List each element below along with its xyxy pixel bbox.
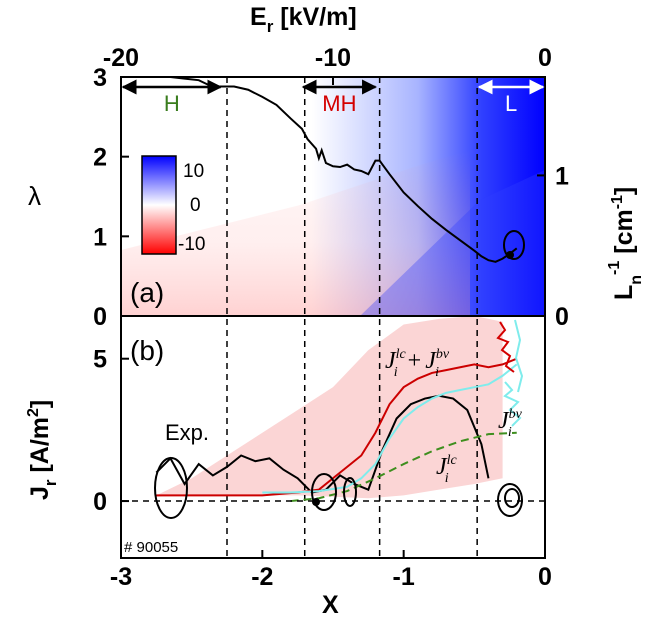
bottom-tick-label: -2 xyxy=(251,563,273,591)
panel-b-band xyxy=(156,316,503,499)
left-axis-title-b-main: J xyxy=(26,486,54,500)
bottom-tick-label: -1 xyxy=(393,563,415,591)
right-tick-label: 0 xyxy=(555,303,569,331)
left-tick-label: 2 xyxy=(93,144,107,172)
top-tick-label: -20 xyxy=(103,44,139,72)
bottom-tick-label: 0 xyxy=(538,563,552,591)
colorbar-tick-label: 0 xyxy=(190,195,201,216)
colorbar-tick-label: -10 xyxy=(178,234,205,255)
right-axis-title-unit-sup: -1 xyxy=(609,195,626,209)
region-label: MH xyxy=(322,91,356,116)
right-axis-title-end: ] xyxy=(610,187,638,195)
right-axis-title-sup: -1 xyxy=(606,261,623,275)
label-sum-b-sub: i xyxy=(435,365,439,380)
left-axis-title-a: λ xyxy=(28,181,41,211)
trajectory-loop-marker xyxy=(503,230,525,260)
left-axis-title-b: Jr [A/m2] xyxy=(25,400,60,500)
right-tick-label: 1 xyxy=(555,162,569,190)
label-sum-a-sub: i xyxy=(394,365,398,380)
left-tick-label: 3 xyxy=(93,64,107,92)
region-arrows: H MH L xyxy=(121,79,545,116)
label-bv-sub: i xyxy=(508,425,512,440)
label-sum-b-sup: bv xyxy=(436,347,450,362)
left-tick-label: 0 xyxy=(93,303,107,331)
series-line xyxy=(290,431,517,503)
label-sum-a: J xyxy=(385,348,397,374)
series-line xyxy=(262,363,518,494)
left-b-tick-label: 0 xyxy=(93,488,107,516)
right-axis-title-main: L xyxy=(610,285,638,300)
label-bv-main: J xyxy=(498,408,510,434)
top-axis-title-unit: [kV/m] xyxy=(273,3,356,31)
bottom-tick-label: -3 xyxy=(110,563,132,591)
panel-b-series xyxy=(155,357,518,503)
panel-b-label: (b) xyxy=(130,335,164,366)
label-lc-sup: lc xyxy=(447,453,458,468)
right-axis-title-unit: [cm xyxy=(610,209,638,260)
top-axis-title-main: E xyxy=(250,3,267,31)
top-tick-label: 0 xyxy=(538,44,552,72)
top-axis-title-sub: r xyxy=(267,17,274,36)
left-tick-label: 1 xyxy=(93,223,107,251)
left-axis-title-b-unit-sup: 2 xyxy=(25,408,42,417)
left-axis-title-b-unit: [A/m xyxy=(26,417,54,480)
series-line xyxy=(156,357,518,497)
label-lc-sub: i xyxy=(445,471,449,486)
top-tick-label: -10 xyxy=(315,44,351,72)
label-sum-b: J xyxy=(425,348,437,374)
left-axis-title-b-sub: r xyxy=(41,479,60,486)
label-lc-main: J xyxy=(436,454,448,480)
red-cyan-fluctuations xyxy=(496,319,524,427)
top-axis-title: Er [kV/m] xyxy=(250,3,357,36)
exp-trace-loops xyxy=(154,457,523,519)
label-sum-a-sup: lc xyxy=(396,347,407,362)
panel-a-label: (a) xyxy=(130,277,164,308)
label-lc: Jlc i xyxy=(436,453,458,486)
label-sum: Jlc i + Jbv i xyxy=(385,347,450,380)
label-exp: Exp. xyxy=(165,420,209,445)
left-axis-title-b-end: ] xyxy=(26,400,54,408)
label-plus: + xyxy=(408,348,422,374)
left-b-tick-label: 5 xyxy=(93,346,107,374)
label-bv-sup: bv xyxy=(509,407,523,422)
colorbar: 10 0 -10 xyxy=(141,155,205,255)
region-label: L xyxy=(505,91,517,116)
right-axis-title: Ln -1 [cm-1] xyxy=(606,187,645,300)
panel-a-heatmap xyxy=(121,77,545,316)
region-vlines xyxy=(226,77,478,558)
region-label: H xyxy=(164,91,180,116)
bottom-axis-title: X xyxy=(322,591,339,619)
colorbar-gradient xyxy=(141,155,177,255)
shot-number: # 90055 xyxy=(124,539,178,556)
right-axis-title-sub: n xyxy=(628,275,645,285)
panel-a-trajectory xyxy=(170,77,518,263)
label-bv: Jbv i xyxy=(498,407,523,440)
colorbar-tick-label: 10 xyxy=(183,161,204,182)
panel-b-frame xyxy=(120,315,546,559)
